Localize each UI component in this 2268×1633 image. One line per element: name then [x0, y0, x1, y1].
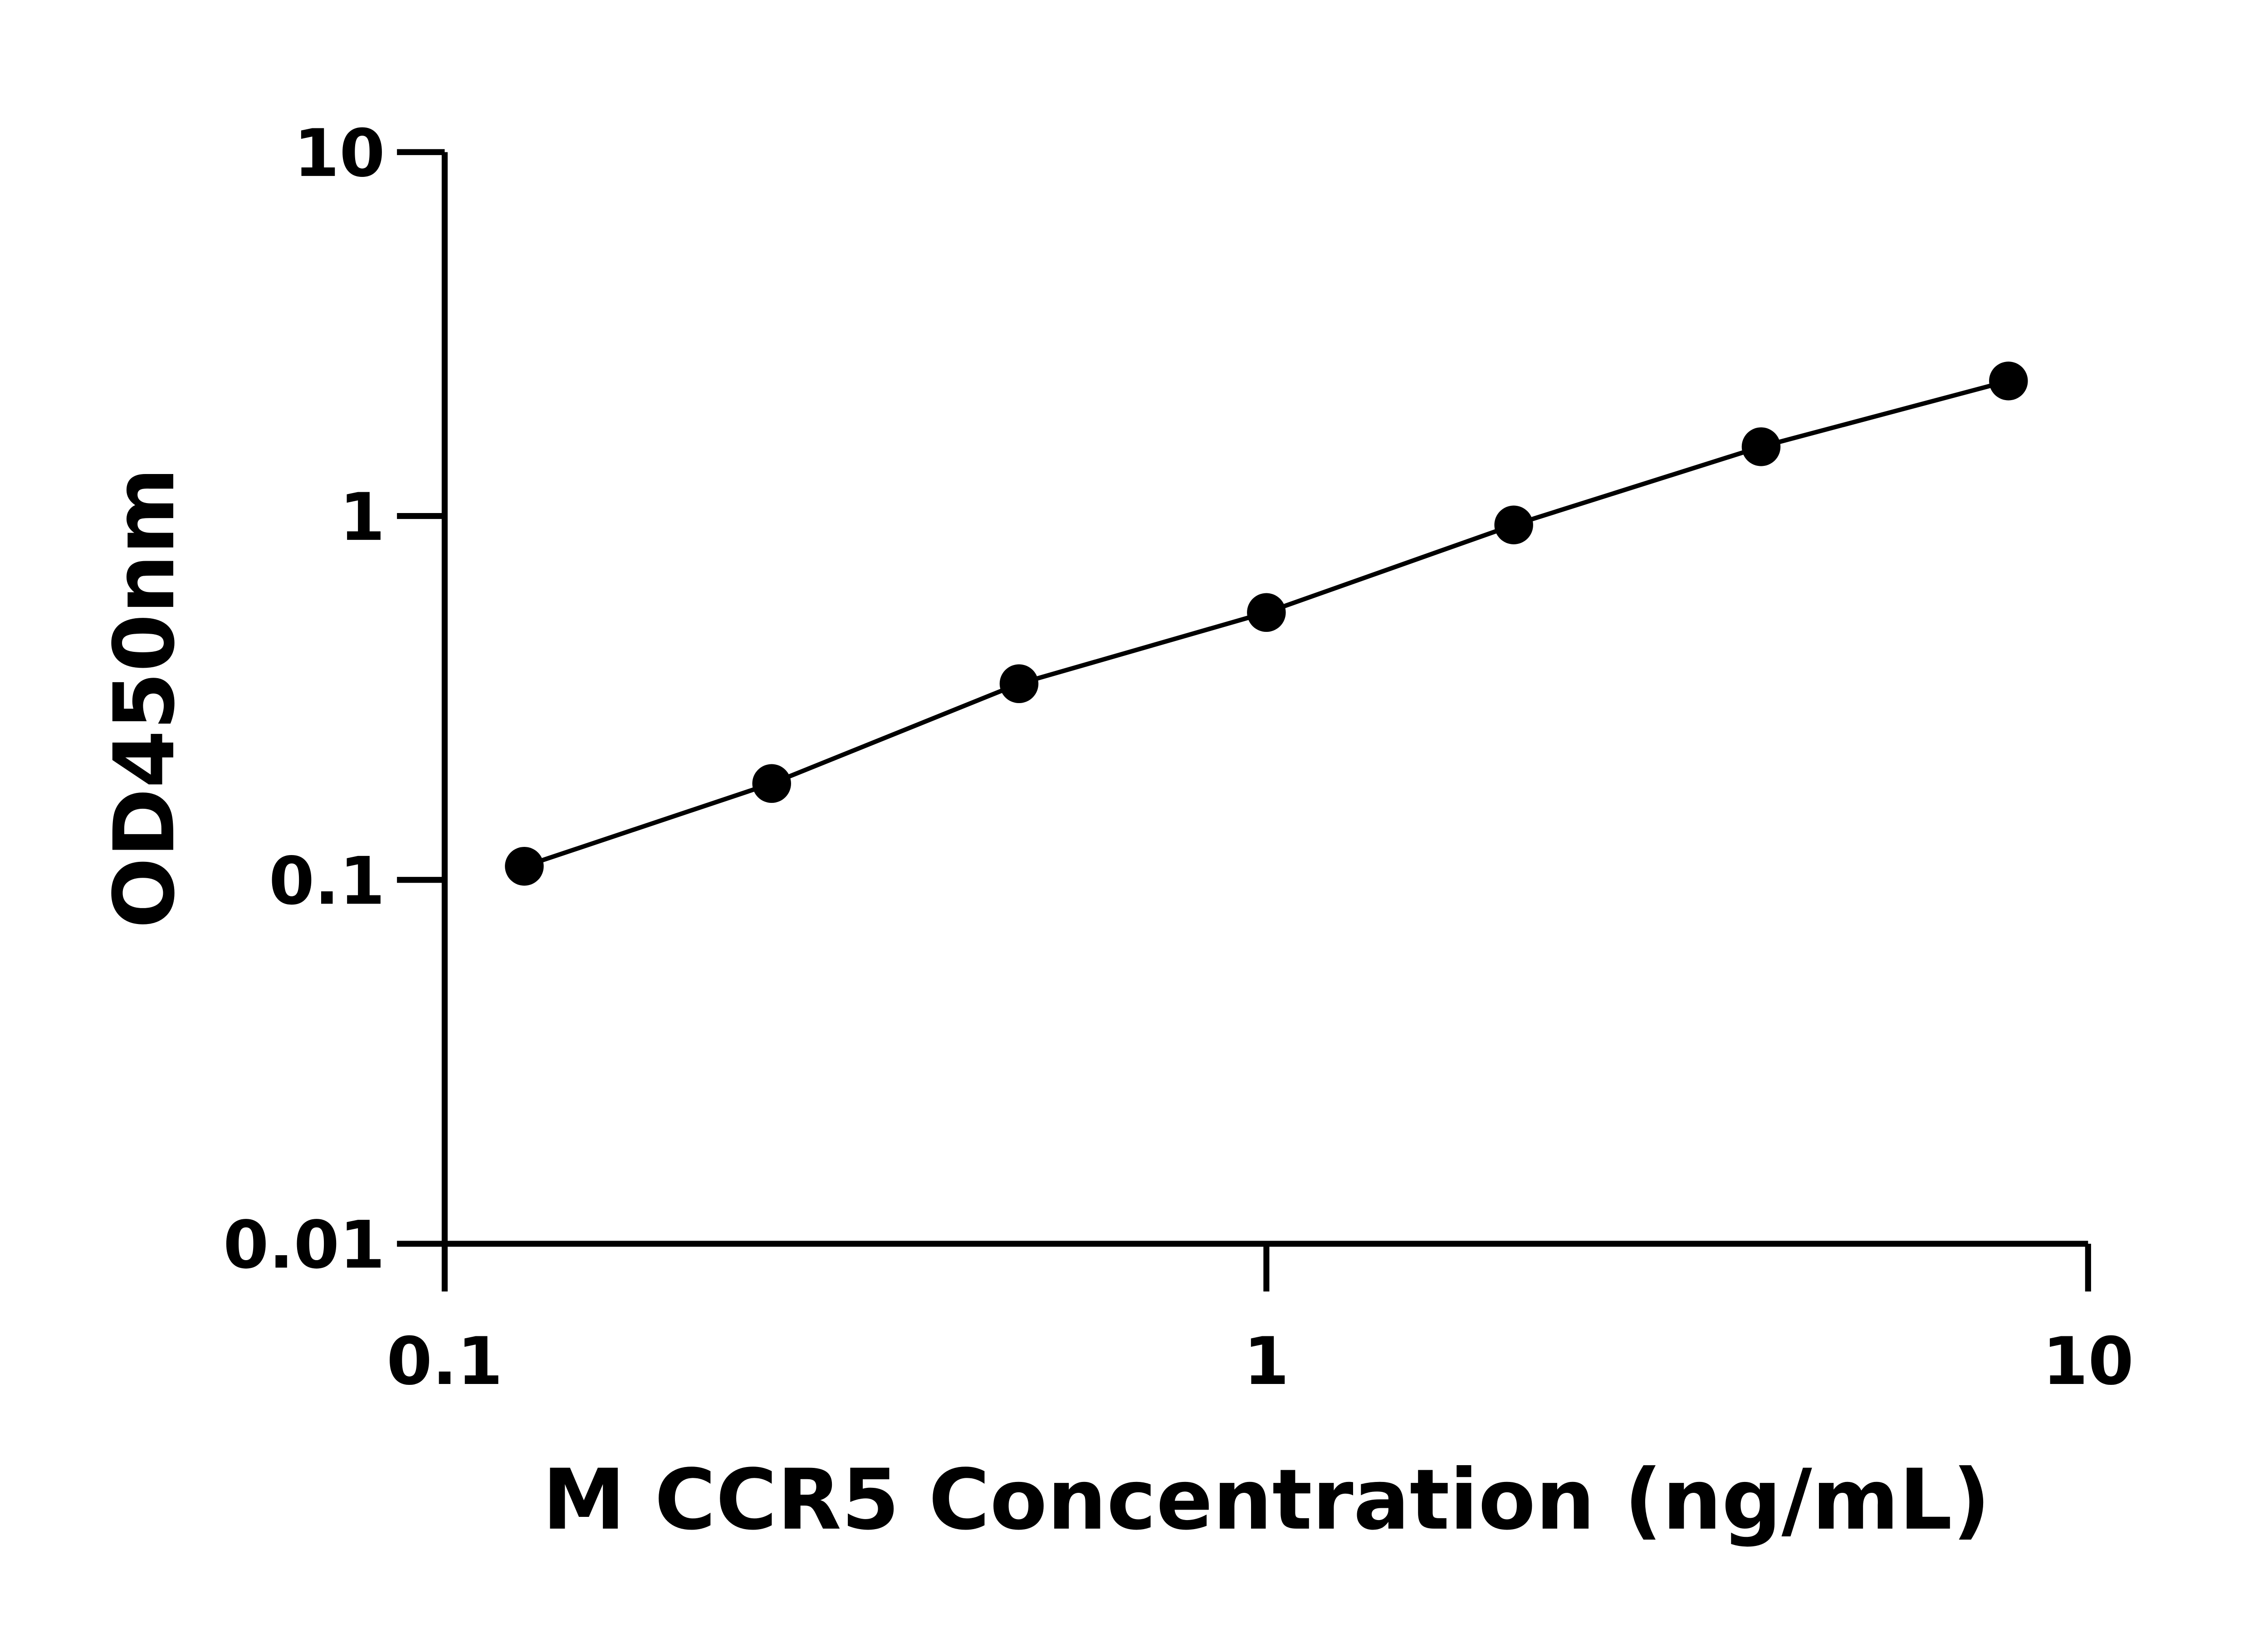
- data-point: [1741, 427, 1781, 466]
- data-marks: [505, 362, 2028, 886]
- y-tick-label: 1: [339, 479, 385, 556]
- y-tick-label: 0.1: [269, 843, 385, 919]
- x-tick-label: 0.1: [386, 1324, 503, 1400]
- data-point: [1247, 593, 1286, 632]
- data-point: [1989, 362, 2028, 401]
- x-tick-label: 10: [2043, 1324, 2134, 1400]
- data-point: [1494, 505, 1533, 544]
- data-point: [752, 764, 791, 803]
- x-tick-label: 1: [1244, 1324, 1290, 1400]
- data-point: [505, 846, 544, 886]
- x-axis-label: M CCR5 Concentration (ng/mL): [543, 1452, 1990, 1549]
- data-point: [999, 664, 1039, 704]
- y-tick-label: 10: [294, 116, 385, 192]
- y-tick-label: 0.01: [223, 1208, 385, 1284]
- y-axis-label: OD450nm: [96, 467, 193, 928]
